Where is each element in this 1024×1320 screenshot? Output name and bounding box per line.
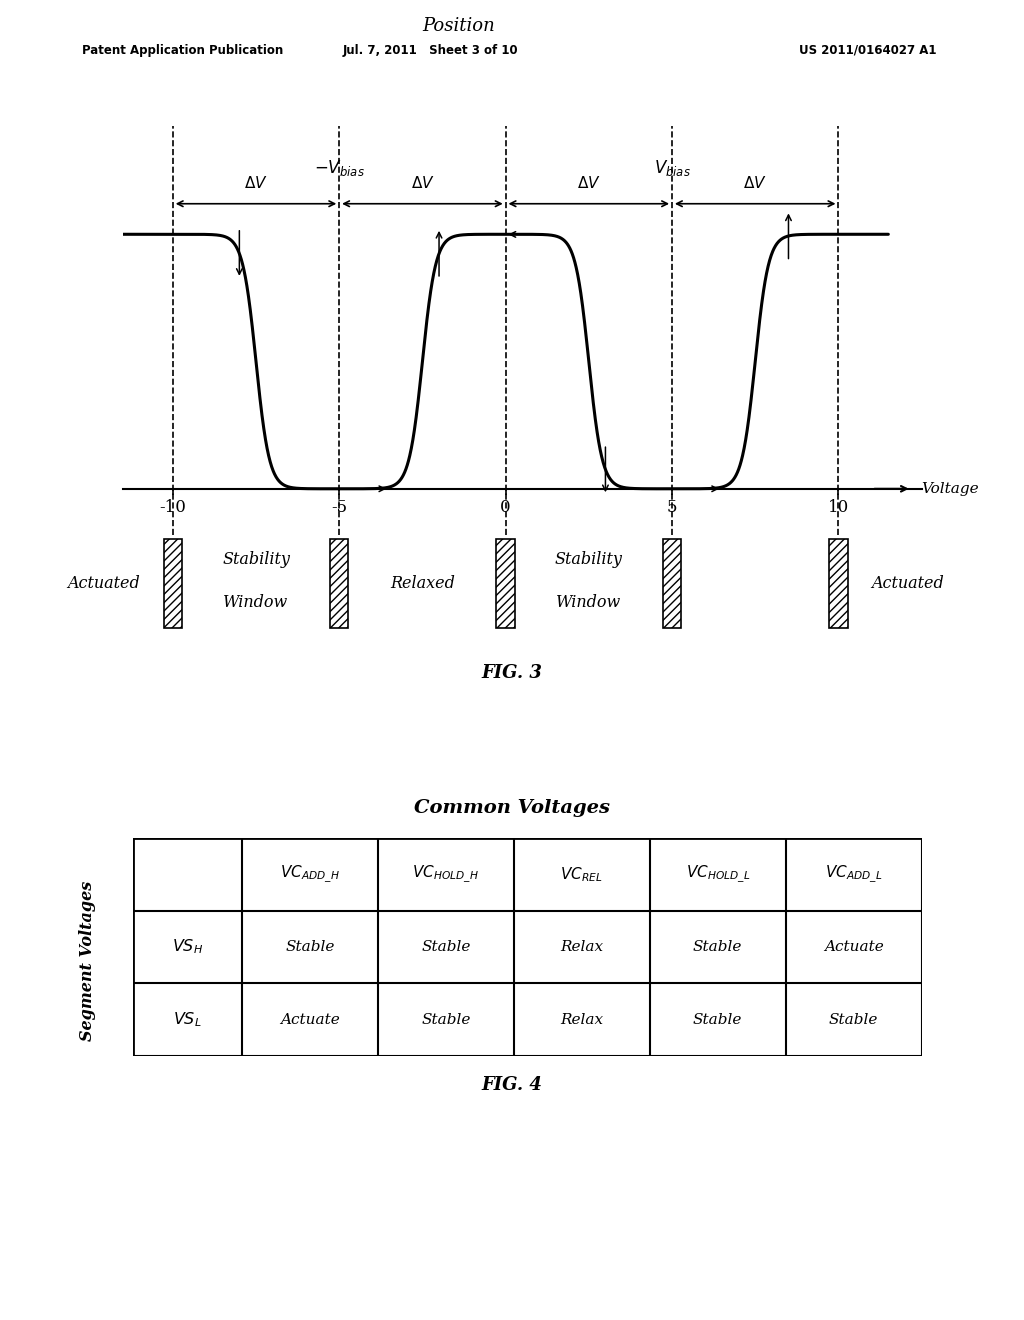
Text: $VC_{HOLD\_H}$: $VC_{HOLD\_H}$	[413, 865, 479, 884]
Text: $\Delta V$: $\Delta V$	[577, 176, 601, 191]
Text: Stable: Stable	[693, 940, 742, 954]
Text: US 2011/0164027 A1: US 2011/0164027 A1	[799, 44, 936, 57]
Text: $VC_{ADD\_H}$: $VC_{ADD\_H}$	[280, 865, 340, 884]
Text: $\Delta V$: $\Delta V$	[411, 176, 434, 191]
Text: Actuated: Actuated	[67, 576, 139, 591]
Text: Common Voltages: Common Voltages	[414, 799, 610, 817]
Text: Stable: Stable	[829, 1012, 879, 1027]
Text: Actuate: Actuate	[823, 940, 884, 954]
Text: $-V_{bias}$: $-V_{bias}$	[313, 158, 365, 178]
Text: Voltage: Voltage	[922, 482, 979, 496]
Text: $V_{bias}$: $V_{bias}$	[653, 158, 690, 178]
Text: Stable: Stable	[693, 1012, 742, 1027]
Text: Patent Application Publication: Patent Application Publication	[82, 44, 284, 57]
Text: FIG. 3: FIG. 3	[481, 664, 543, 682]
Text: Actuate: Actuate	[280, 1012, 340, 1027]
Text: Stable: Stable	[421, 1012, 470, 1027]
Text: Jul. 7, 2011   Sheet 3 of 10: Jul. 7, 2011 Sheet 3 of 10	[342, 44, 518, 57]
Bar	[164, 539, 182, 628]
Text: Stable: Stable	[421, 940, 470, 954]
Text: Stable: Stable	[285, 940, 335, 954]
Text: Window: Window	[223, 594, 289, 611]
Text: Window: Window	[556, 594, 622, 611]
Text: Relax: Relax	[560, 940, 603, 954]
Text: Actuated: Actuated	[871, 576, 944, 591]
Bar	[330, 539, 348, 628]
Text: $VS_{L}$: $VS_{L}$	[173, 1010, 202, 1030]
Bar	[497, 539, 515, 628]
Text: Position: Position	[422, 17, 495, 34]
Text: Relaxed: Relaxed	[390, 576, 455, 591]
Text: Relax: Relax	[560, 1012, 603, 1027]
Text: $VS_{H}$: $VS_{H}$	[172, 937, 203, 957]
Text: $VC_{ADD\_L}$: $VC_{ADD\_L}$	[825, 865, 883, 884]
Text: $VC_{HOLD\_L}$: $VC_{HOLD\_L}$	[685, 865, 750, 884]
Text: FIG. 4: FIG. 4	[481, 1076, 543, 1094]
Text: $\Delta V$: $\Delta V$	[743, 176, 767, 191]
Text: $VC_{REL}$: $VC_{REL}$	[560, 865, 603, 884]
Text: Stability: Stability	[222, 552, 290, 568]
Bar	[663, 539, 681, 628]
Text: Segment Voltages: Segment Voltages	[79, 880, 95, 1041]
Text: Stability: Stability	[555, 552, 623, 568]
Text: $\Delta V$: $\Delta V$	[244, 176, 268, 191]
Bar	[829, 539, 848, 628]
